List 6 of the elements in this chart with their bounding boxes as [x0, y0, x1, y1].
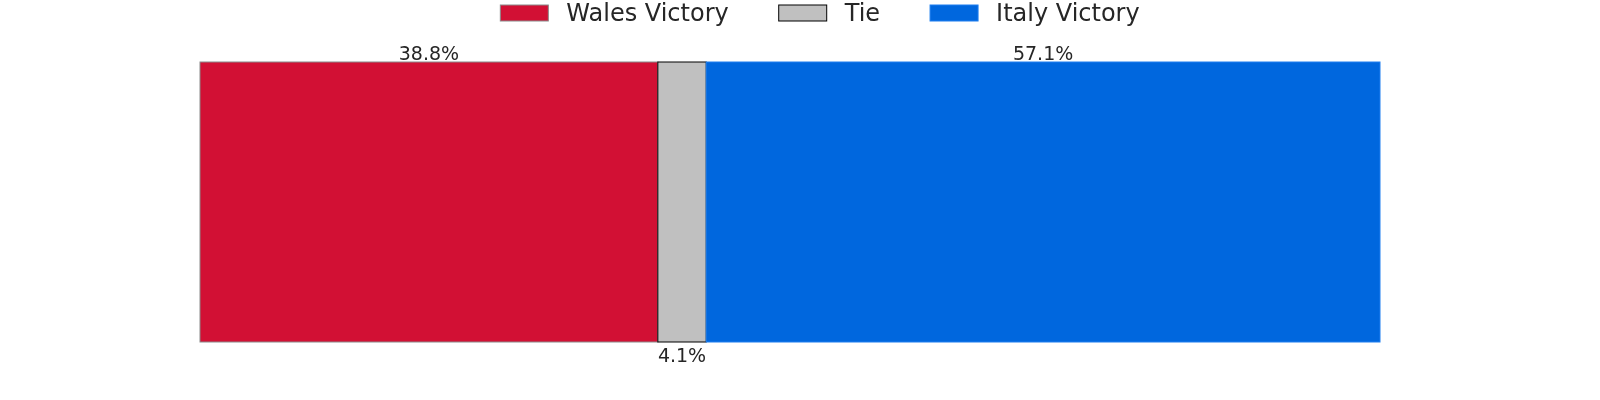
- legend-label: Wales Victory: [566, 0, 729, 28]
- data-label: 4.1%: [657, 344, 707, 367]
- legend-label: Tie: [843, 0, 881, 28]
- legend-label: Italy Victory: [996, 0, 1140, 28]
- data-label: 57.1%: [1012, 42, 1074, 64]
- data-label: 38.8%: [398, 42, 460, 64]
